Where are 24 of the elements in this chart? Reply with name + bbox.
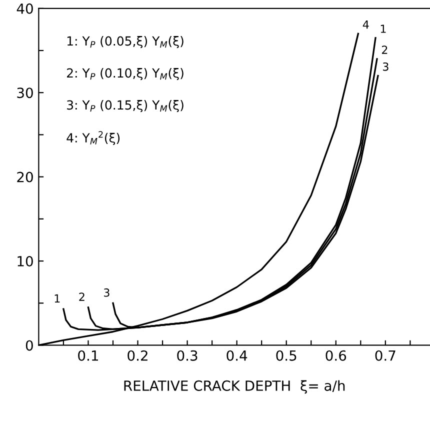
x-tick-label: 0.4 [226,350,248,361]
x-tick-label: 0.1 [78,350,98,361]
text: 2 [79,292,84,301]
x-tick-label: 0.3 [177,350,198,361]
series-label: 1 [380,24,386,33]
annotation: 2: Y$_{P}$ (0.10,ξ) Y$_{M}$(ξ) [67,68,184,80]
x-axis-title: RELATIVE CRACK DEPTH ξ= a/h [124,380,345,394]
y-tick-label: 30 [17,88,33,98]
annotation: 3: Y$_{P}$ (0.15,ξ) Y$_{M}$(ξ) [67,100,184,112]
annotation: 1: Y$_{P}$ (0.05,ξ) Y$_{M}$(ξ) [67,36,184,48]
series-label: 2 [382,46,388,54]
x-tick-label: 0.6 [326,350,346,361]
text: 3 [104,288,110,297]
y-tick-label: 0 [26,340,33,351]
y-tick-label: 20 [17,172,33,182]
text: 1 [54,294,60,303]
y-tick-label: 40 [16,3,33,14]
annotation: 4: Y$_{M}$$^{2}$(ξ) [66,131,120,145]
x-tick-label: 0.2 [128,350,148,361]
series-label: 3 [383,62,388,71]
x-tick-label: 0.5 [276,350,296,361]
x-tick-label: 0.7 [375,350,396,361]
y-tick-label: 10 [18,256,33,266]
series-label: 4 [362,20,369,29]
